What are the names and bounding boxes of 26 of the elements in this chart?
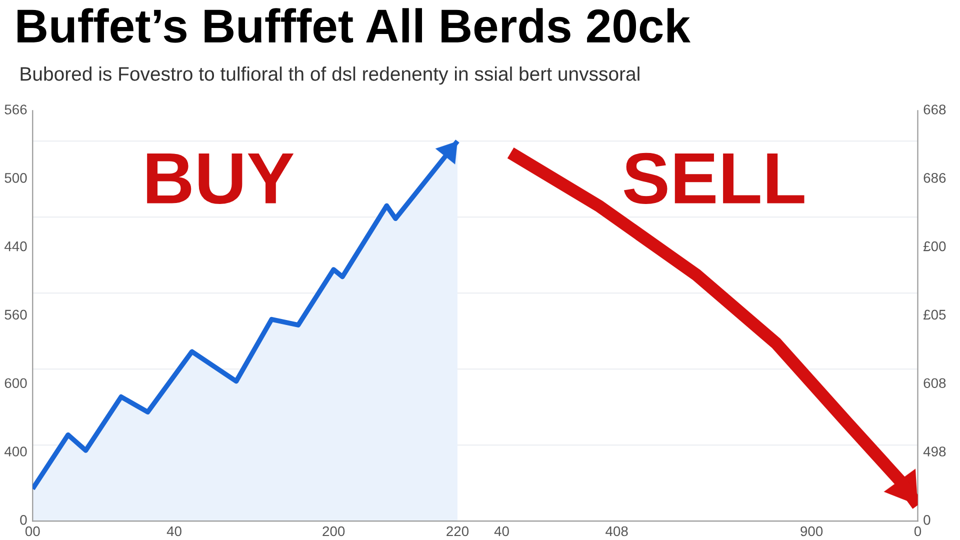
text: 0 bbox=[924, 514, 930, 525]
chart-subtitle: Bubored is Fovestro to tulfioral th of dsl redenenty in ssial bert unvssoral bbox=[20, 66, 640, 85]
text: 400 bbox=[4, 446, 27, 456]
x-tick-label: 00 bbox=[25, 526, 40, 536]
x-tick-label: 40 bbox=[494, 526, 509, 536]
text: 600 bbox=[4, 378, 27, 388]
x-tick-label: 408 bbox=[606, 526, 628, 536]
x-tick-label: 0 bbox=[914, 526, 922, 536]
chart-title: Buffet’s Bufffet All Berds 20ck bbox=[18, 8, 691, 43]
text: 500 bbox=[4, 172, 27, 183]
text: 560 bbox=[4, 310, 27, 320]
x-tick-label: 220 bbox=[446, 526, 469, 536]
x-tick-label: 900 bbox=[800, 526, 823, 536]
text: 668 bbox=[924, 104, 946, 114]
text: 498 bbox=[923, 446, 946, 456]
text: £00 bbox=[923, 241, 946, 252]
text: 566 bbox=[4, 104, 27, 114]
text: 686 bbox=[924, 172, 946, 183]
text: £05 bbox=[923, 310, 946, 320]
annotation: BUY bbox=[147, 154, 294, 204]
x-tick-label: 200 bbox=[322, 526, 345, 536]
text: 440 bbox=[4, 241, 27, 252]
annotation: SELL bbox=[624, 152, 804, 204]
text: 608 bbox=[924, 378, 946, 388]
text: 0 bbox=[20, 514, 27, 525]
x-tick-label: 40 bbox=[166, 526, 182, 536]
